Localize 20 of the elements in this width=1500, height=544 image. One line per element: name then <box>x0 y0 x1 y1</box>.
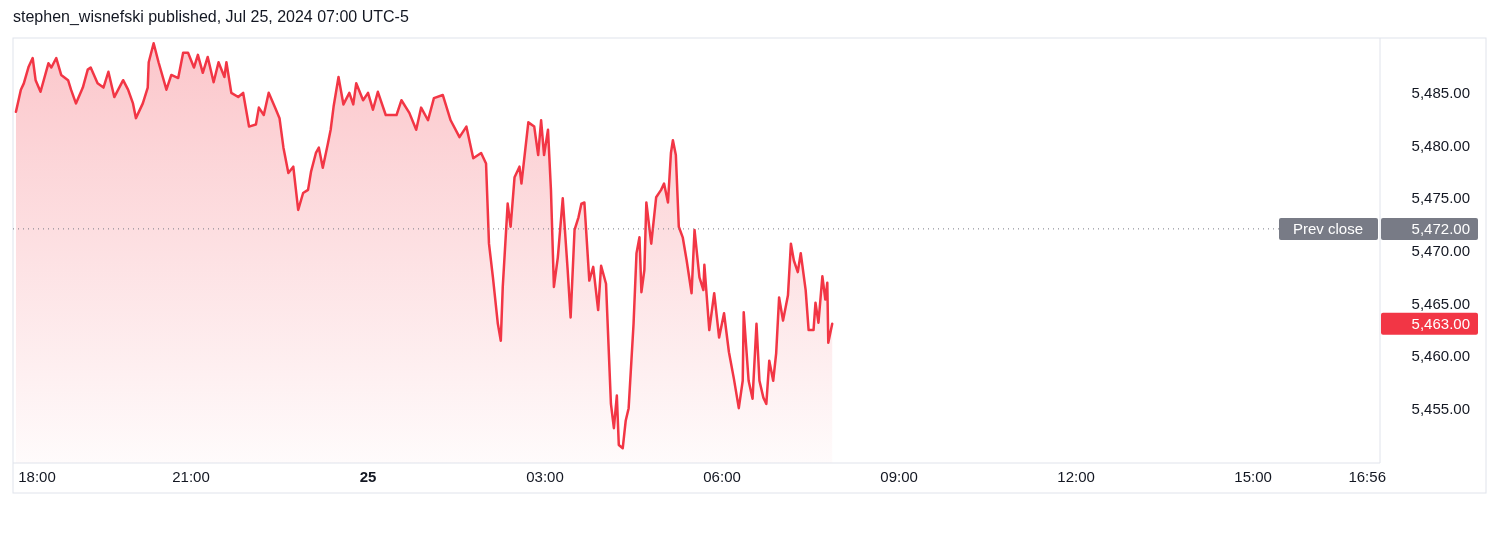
x-tick-label: 18:00 <box>18 468 56 485</box>
y-tick-label: 5,480.00 <box>1411 136 1470 154</box>
x-tick-label: 15:00 <box>1234 468 1272 485</box>
x-tick-label: 25 <box>359 468 377 485</box>
y-tick-label: 5,455.00 <box>1411 400 1470 418</box>
x-tick-label: 21:00 <box>172 468 210 485</box>
y-tick-label: 5,470.00 <box>1411 241 1470 259</box>
x-tick-label: 03:00 <box>526 468 564 485</box>
x-tick-label: 06:00 <box>703 468 741 485</box>
y-tick-label: 5,460.00 <box>1411 347 1470 365</box>
ref-line-label: Prev close <box>1292 220 1364 238</box>
x-tick-label: 12:00 <box>1057 468 1095 485</box>
x-tick-label: 16:56 <box>1348 468 1386 485</box>
chart-title: stephen_wisnefski published, Jul 25, 2024 07:00 UTC-5 <box>13 8 409 26</box>
y-tick-label: 5,475.00 <box>1411 189 1470 207</box>
text: 5,472.00 <box>1411 220 1470 238</box>
x-tick-label: 09:00 <box>880 468 918 485</box>
y-tick-label: 5,485.00 <box>1411 83 1470 101</box>
text: 5,463.00 <box>1411 315 1470 333</box>
y-tick-label: 5,465.00 <box>1411 294 1470 312</box>
